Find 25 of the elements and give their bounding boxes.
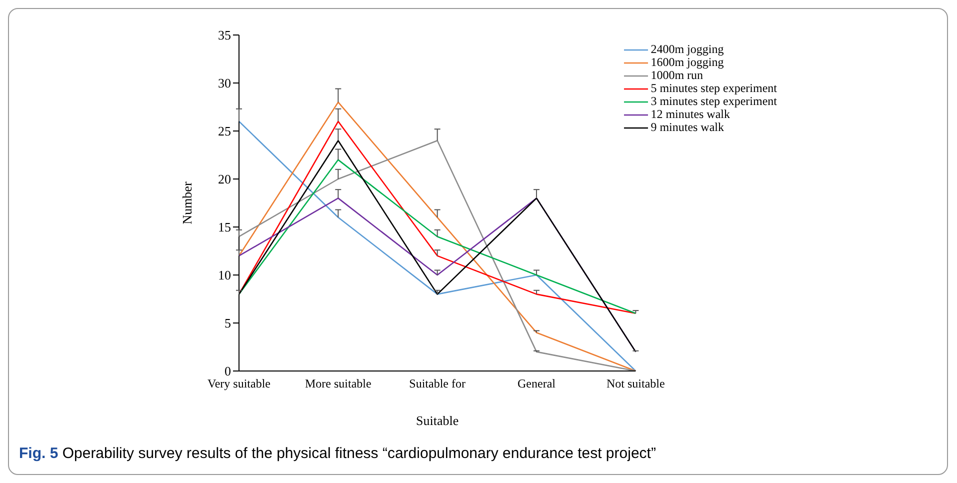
line-series — [238, 120, 636, 314]
legend-label: 3 minutes step experiment — [650, 94, 777, 108]
y-tick-label: 5 — [224, 316, 231, 331]
y-tick-label: 0 — [224, 364, 231, 379]
legend-label: 2400m jogging — [650, 42, 724, 56]
x-tick-label: Suitable for — [409, 376, 466, 391]
x-tick-label: Very suitable — [208, 376, 270, 391]
x-axis-title: Suitable — [416, 413, 459, 428]
y-tick-label: 10 — [218, 268, 231, 283]
y-tick-label: 30 — [218, 76, 231, 91]
legend-label: 9 minutes walk — [650, 120, 724, 134]
legend-label: 1000m run — [650, 68, 704, 82]
x-tick-label: More suitable — [305, 376, 372, 391]
y-tick-label: 15 — [218, 220, 231, 235]
y-tick-label: 25 — [218, 124, 231, 139]
x-tick-label: Not suitable — [606, 376, 665, 391]
y-tick-label: 35 — [218, 28, 231, 43]
legend-label: 5 minutes step experiment — [650, 81, 777, 95]
legend-label: 12 minutes walk — [650, 107, 730, 121]
x-tick-label: General — [518, 376, 556, 391]
y-axis-title: Number — [180, 181, 195, 224]
y-tick-label: 20 — [218, 172, 231, 187]
legend-label: 1600m jogging — [650, 55, 724, 69]
line-series — [238, 159, 636, 314]
caption: Fig. 5 Operability survey results of the physical fitness “cardiopulmonary endurance test project” — [19, 445, 656, 462]
